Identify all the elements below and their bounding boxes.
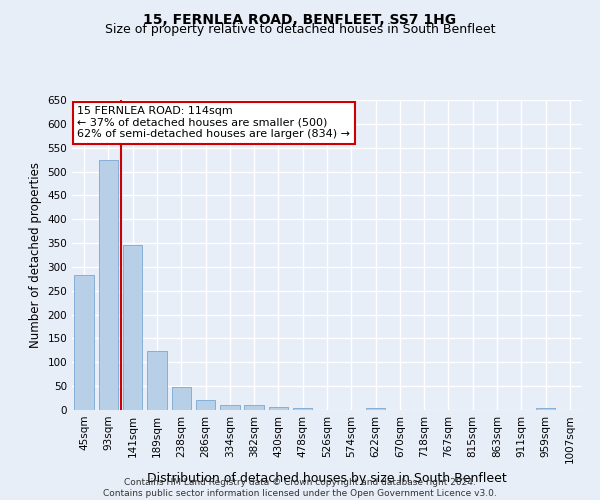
Text: Size of property relative to detached houses in South Benfleet: Size of property relative to detached ho… [105,22,495,36]
Bar [366,408,385,410]
Bar [269,406,288,410]
Bar [293,408,313,410]
Text: 15 FERNLEA ROAD: 114sqm
← 37% of detached houses are smaller (500)
62% of semi-d: 15 FERNLEA ROAD: 114sqm ← 37% of detache… [77,106,350,140]
Bar [244,405,264,410]
Bar [220,405,239,410]
Bar [536,408,555,410]
Text: Contains HM Land Registry data © Crown copyright and database right 2024.
Contai: Contains HM Land Registry data © Crown c… [103,478,497,498]
Bar [123,244,142,410]
Bar [147,352,167,410]
Bar [172,387,191,410]
Bar [74,275,94,410]
X-axis label: Distribution of detached houses by size in South Benfleet: Distribution of detached houses by size … [147,472,507,484]
Text: 15, FERNLEA ROAD, BENFLEET, SS7 1HG: 15, FERNLEA ROAD, BENFLEET, SS7 1HG [143,12,457,26]
Y-axis label: Number of detached properties: Number of detached properties [29,162,42,348]
Bar [99,160,118,410]
Bar [196,400,215,410]
